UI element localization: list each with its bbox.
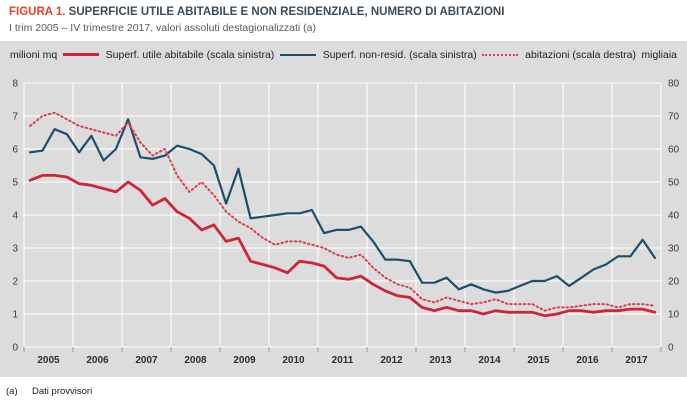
right-axis-unit-label: migliaia bbox=[641, 48, 677, 61]
y-axis-left-tick-label: 6 bbox=[12, 145, 18, 156]
y-axis-left-tick-label: 0 bbox=[12, 343, 18, 354]
figure-header: FIGURA 1. SUPERFICIE UTILE ABITABILE E N… bbox=[0, 0, 687, 34]
series-abitabile bbox=[28, 174, 657, 318]
figure-subtitle: I trim 2005 – IV trimestre 2017, valori … bbox=[9, 22, 316, 35]
y-axis-left-tick-label: 8 bbox=[12, 79, 18, 90]
x-axis-year-label: 2007 bbox=[135, 355, 158, 366]
legend-label-nonresid: Superf. non-resid. (scala sinistra) bbox=[322, 48, 477, 61]
left-axis-unit-label: milioni mq bbox=[10, 48, 58, 61]
series-abitazioni bbox=[29, 112, 656, 313]
y-axis-right-tick-label: 20 bbox=[668, 277, 680, 288]
x-axis-year-label: 2014 bbox=[478, 355, 501, 366]
legend-label-abitazioni: abitazioni (scala destra) bbox=[525, 48, 637, 61]
chart-legend: milioni mq Superf. utile abitabile (scal… bbox=[0, 46, 687, 63]
x-axis-year-label: 2005 bbox=[37, 355, 60, 366]
figure-label: FIGURA 1. bbox=[9, 6, 66, 18]
legend-label-abitabile: Superf. utile abitabile (scala sinistra) bbox=[105, 48, 275, 61]
y-axis-left-tick-label: 4 bbox=[12, 211, 18, 222]
x-axis-year-label: 2017 bbox=[625, 355, 648, 366]
footnote-marker: (a) bbox=[6, 386, 18, 398]
dotted-line-swatch-icon bbox=[482, 53, 519, 56]
x-axis-year-label: 2009 bbox=[233, 355, 256, 366]
x-axis-year-label: 2011 bbox=[332, 355, 354, 366]
x-axis-year-label: 2015 bbox=[527, 355, 550, 366]
x-axis-year-label: 2010 bbox=[282, 355, 305, 366]
y-axis-right-tick-label: 10 bbox=[668, 310, 680, 321]
y-axis-left-tick-label: 3 bbox=[12, 244, 18, 255]
x-axis-year-label: 2006 bbox=[86, 355, 109, 366]
y-axis-right-tick-label: 70 bbox=[668, 112, 680, 123]
red-line-swatch-icon bbox=[62, 53, 99, 57]
page-title: FIGURA 1. SUPERFICIE UTILE ABITABILE E N… bbox=[9, 5, 678, 19]
y-axis-right-tick-label: 50 bbox=[668, 178, 680, 189]
series-nonresid bbox=[29, 118, 657, 295]
y-axis-right-tick-label: 60 bbox=[668, 145, 680, 156]
x-axis-year-label: 2013 bbox=[429, 355, 452, 366]
x-axis-year-label: 2012 bbox=[380, 355, 403, 366]
footnote-text: Dati provvisori bbox=[32, 386, 93, 398]
y-axis-right-tick-label: 40 bbox=[668, 211, 680, 222]
blue-line-swatch-icon bbox=[279, 53, 316, 56]
x-axis-year-label: 2016 bbox=[576, 355, 599, 366]
y-axis-left-tick-label: 2 bbox=[12, 277, 18, 288]
chart-panel: milioni mq Superf. utile abitabile (scal… bbox=[0, 41, 687, 378]
y-axis-left-tick-label: 1 bbox=[12, 310, 18, 321]
y-axis-left-tick-label: 5 bbox=[12, 178, 18, 189]
legend-item-abitazioni: abitazioni (scala destra) bbox=[482, 49, 636, 61]
y-axis-right-tick-label: 0 bbox=[668, 343, 674, 354]
x-axis-year-label: 2008 bbox=[184, 355, 207, 366]
y-axis-right-tick-label: 30 bbox=[668, 244, 680, 255]
y-axis-left-tick-label: 7 bbox=[12, 112, 18, 123]
legend-item-nonresid: Superf. non-resid. (scala sinistra) bbox=[279, 48, 477, 61]
legend-item-abitabile: Superf. utile abitabile (scala sinistra) bbox=[62, 48, 275, 61]
footnote: (a) Dati provvisori bbox=[0, 377, 687, 397]
y-axis-right-tick-label: 80 bbox=[668, 79, 680, 90]
figure-title-text: SUPERFICIE UTILE ABITABILE E NON RESIDEN… bbox=[68, 6, 505, 18]
